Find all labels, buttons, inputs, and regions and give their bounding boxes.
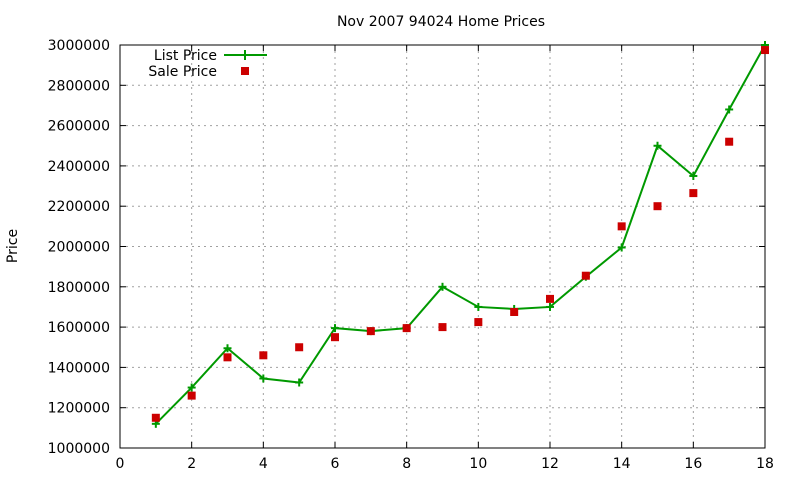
x-tick-label: 8 — [402, 456, 411, 472]
data-point-list-price — [725, 105, 734, 114]
data-point-sale-price — [438, 323, 447, 332]
data-point-list-price — [653, 141, 662, 150]
data-point-sale-price — [331, 333, 339, 342]
y-tick-label: 1000000 — [48, 441, 110, 457]
y-tick-label: 1200000 — [48, 401, 110, 417]
data-point-sale-price — [510, 307, 519, 316]
axis-ticks: 0 2 4 6 8 10 12 14 16 18 1000000 1200000 1400000 1600… — [48, 38, 774, 472]
data-point-sale-price — [725, 137, 734, 146]
data-point-list-price — [474, 302, 483, 311]
legend-label-sale-price: Sale Price — [148, 64, 217, 80]
legend-cross-list-price — [240, 50, 250, 60]
data-point-sale-price — [761, 46, 769, 55]
y-tick-label: 1600000 — [48, 320, 110, 336]
data-point-sale-price — [617, 222, 626, 231]
x-tick-label: 16 — [684, 456, 702, 472]
y-tick-label: 1400000 — [48, 360, 110, 376]
x-tick-label: 10 — [469, 456, 487, 472]
y-tick-label: 2000000 — [48, 240, 110, 256]
y-tick-label: 2600000 — [48, 119, 110, 135]
legend: List Price Sale Price — [148, 48, 267, 80]
data-point-sale-price — [259, 351, 268, 360]
x-tick-label: 4 — [259, 456, 268, 472]
y-tick-label: 1800000 — [48, 280, 110, 296]
y-axis-label: Price — [5, 229, 21, 263]
data-point-sale-price — [151, 413, 160, 422]
y-tick-label: 3000000 — [48, 38, 110, 54]
data-point-list-price — [295, 378, 304, 387]
x-tick-label: 14 — [613, 456, 631, 472]
data-point-list-price — [259, 374, 268, 383]
data-point-list-price — [331, 324, 339, 333]
y-tick-label: 2400000 — [48, 159, 110, 175]
chart-title: Nov 2007 94024 Home Prices — [337, 14, 545, 30]
series-line-list-price — [155, 44, 766, 425]
data-point-list-price — [187, 383, 196, 392]
x-tick-label: 12 — [541, 456, 559, 472]
y-tick-label: 2800000 — [48, 78, 110, 94]
data-point-list-price — [223, 344, 232, 353]
x-tick-label: 0 — [116, 456, 125, 472]
plot-area — [151, 41, 769, 428]
data-point-list-price — [689, 171, 698, 180]
data-point-list-price — [438, 282, 447, 291]
data-point-sale-price — [402, 324, 411, 333]
data-point-sale-price — [653, 202, 662, 211]
data-point-sale-price — [295, 343, 304, 352]
data-point-sale-price — [474, 318, 483, 327]
data-point-sale-price — [546, 294, 554, 303]
legend-square-sale-price — [241, 67, 249, 75]
x-tick-label: 18 — [756, 456, 774, 472]
grid — [120, 45, 765, 448]
data-point-list-price — [617, 243, 626, 252]
data-point-sale-price — [366, 327, 375, 336]
data-point-sale-price — [689, 189, 698, 198]
x-tick-label: 2 — [187, 456, 196, 472]
data-point-sale-price — [187, 391, 196, 400]
legend-label-list-price: List Price — [154, 48, 217, 64]
data-point-list-price — [546, 302, 554, 311]
data-point-sale-price — [223, 353, 232, 362]
x-tick-label: 6 — [331, 456, 340, 472]
y-tick-label: 2200000 — [48, 199, 110, 215]
data-point-sale-price — [581, 271, 590, 280]
